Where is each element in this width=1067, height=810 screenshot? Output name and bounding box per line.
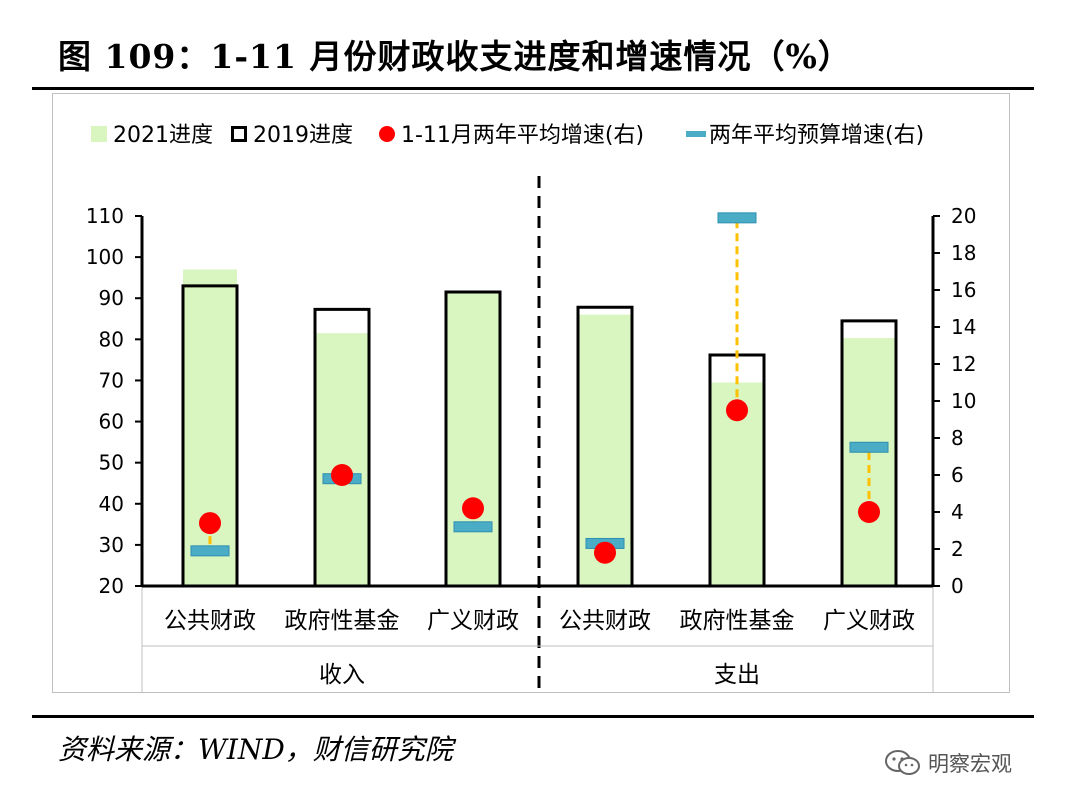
title-rule: [32, 87, 1034, 90]
wechat-icon: [885, 750, 920, 775]
y-right-tick-label: 4: [951, 500, 964, 524]
category-label: 广义财政: [823, 608, 915, 634]
y-left-tick-label: 70: [99, 368, 124, 392]
y-left-tick-label: 80: [99, 327, 124, 351]
category-label: 公共财政: [559, 608, 651, 634]
y-left-tick-label: 50: [99, 451, 124, 475]
budget-marker: [717, 212, 757, 224]
y-left-tick-label: 60: [99, 410, 124, 434]
bar-2019-outline: [576, 305, 634, 586]
chart-svg: 2021进度 2019进度 1-11月两年平均增速(右) 两年平均预算增速(右) 20…: [86, 123, 977, 692]
watermark: 明察宏观: [884, 748, 1012, 778]
axis-labels: 20 30 40 50 60 70 80 90 100 110 0 2 4 6 8 10 12 14 16 18 20 公…: [86, 204, 977, 688]
y-left-tick-label: 90: [99, 286, 124, 310]
legend-label: 1-11月两年平均增速(右): [401, 123, 644, 148]
growth-marker: [726, 399, 748, 422]
y-right-tick-label: 12: [951, 352, 976, 376]
budget-marker: [849, 441, 889, 453]
bar-group: [313, 307, 371, 586]
legend-swatch-growth: [379, 126, 395, 142]
separator-lines: [141, 176, 934, 692]
budget-marker: [453, 521, 493, 533]
bar-group: [444, 290, 502, 586]
watermark-text: 明察宏观: [928, 752, 1012, 776]
y-right-tick-label: 14: [951, 315, 976, 339]
legend-label: 两年平均预算增速(右): [709, 123, 924, 148]
legend-label: 2019进度: [253, 123, 353, 148]
bar-2021: [315, 333, 369, 586]
y-right-tick-label: 10: [951, 389, 976, 413]
legend-label: 2021进度: [113, 123, 213, 148]
chart-frame: 2021进度 2019进度 1-11月两年平均增速(右) 两年平均预算增速(右) 20…: [52, 93, 1010, 693]
legend: 2021进度 2019进度 1-11月两年平均增速(右) 两年平均预算增速(右): [91, 123, 924, 148]
category-label: 公共财政: [164, 608, 256, 634]
y-right-tick-label: 16: [951, 278, 976, 302]
growth-marker: [199, 512, 221, 535]
legend-item: 两年平均预算增速(右): [686, 123, 924, 148]
legend-swatch-2019: [231, 126, 247, 142]
source-note: 资料来源：WIND，财信研究院: [58, 733, 453, 766]
y-right-tick-label: 0: [951, 574, 964, 598]
category-label: 政府性基金: [285, 608, 400, 634]
y-left-tick-label: 20: [99, 574, 124, 598]
y-right-tick-label: 8: [951, 426, 964, 450]
bar-2021: [446, 293, 500, 586]
y-left-tick-label: 30: [99, 533, 124, 557]
legend-swatch-2021: [91, 126, 107, 142]
axes: [135, 215, 940, 588]
legend-item: 2019进度: [231, 123, 353, 148]
y-left-tick-label: 100: [86, 245, 124, 269]
bar-2019-outline: [840, 319, 898, 586]
group-label: 收入: [319, 662, 365, 688]
y-right-tick-label: 20: [951, 204, 976, 228]
category-label: 广义财政: [427, 608, 519, 634]
category-label: 政府性基金: [680, 608, 795, 634]
bar-2021: [842, 338, 896, 586]
bar-group: [840, 319, 898, 586]
budget-marker: [190, 545, 230, 557]
bar-2019-outline: [313, 307, 371, 586]
group-label: 支出: [714, 662, 760, 688]
legend-swatch-budget: [686, 131, 706, 137]
y-left-tick-label: 40: [99, 492, 124, 516]
legend-item: 2021进度: [91, 123, 213, 148]
y-right-tick-label: 2: [951, 537, 964, 561]
y-right-tick-label: 6: [951, 463, 964, 487]
growth-marker: [858, 501, 880, 523]
markers: [190, 212, 889, 564]
growth-marker: [331, 464, 353, 486]
growth-marker: [594, 541, 616, 564]
bar-2019-outline: [444, 290, 502, 586]
legend-item: 1-11月两年平均增速(右): [379, 123, 644, 148]
y-right-tick-label: 18: [951, 241, 976, 265]
growth-marker: [462, 497, 484, 520]
chart-title: 图 109：1-11 月份财政收支进度和增速情况（%）: [58, 37, 852, 76]
y-left-tick-label: 110: [86, 204, 124, 228]
source-rule: [32, 715, 1034, 718]
bar-2019-outline: [181, 284, 239, 586]
